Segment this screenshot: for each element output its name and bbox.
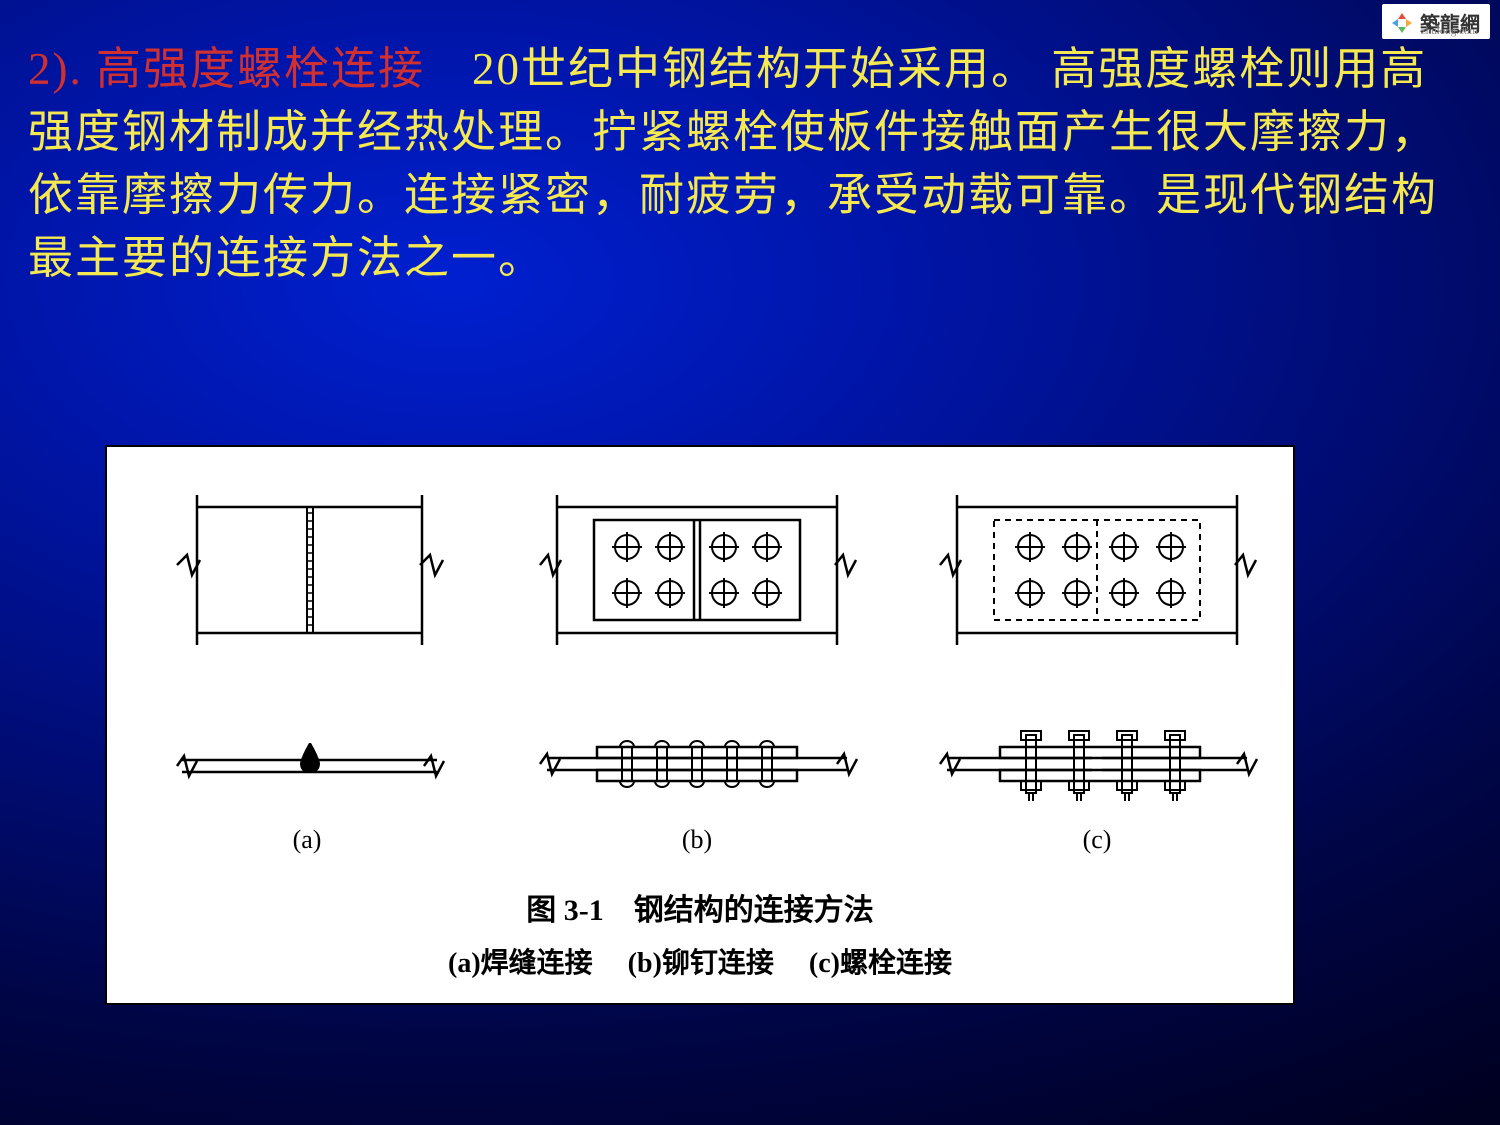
figure-caption: 图 3-1 钢结构的连接方法 (a)焊缝连接 (b)铆钉连接 (c)螺栓连接 bbox=[107, 885, 1293, 981]
watermark-text-en: zhulong.com bbox=[1421, 25, 1478, 37]
subfigure-a-weld: (a) bbox=[142, 475, 472, 855]
subfigure-c-label: (c) bbox=[922, 825, 1272, 855]
caption-c: (c)螺栓连接 bbox=[809, 948, 952, 979]
figure-3-1: (a) bbox=[105, 445, 1295, 1005]
figure-title: 图 3-1 钢结构的连接方法 bbox=[107, 885, 1293, 929]
figure-subcaption: (a)焊缝连接 (b)铆钉连接 (c)螺栓连接 bbox=[107, 941, 1293, 981]
rivet-diagram-icon bbox=[522, 475, 872, 855]
watermark-logo-icon bbox=[1390, 11, 1414, 35]
slide-text-block: 2). 高强度螺栓连接 20世纪中钢结构开始采用。 高强度螺栓则用高强度钢材制成… bbox=[0, 0, 1500, 290]
subfigure-c-bolt: (c) bbox=[922, 475, 1272, 855]
bolt-diagram-icon bbox=[922, 475, 1272, 855]
heading-suffix: 20世纪中钢结构开始采用。 bbox=[425, 44, 1038, 94]
subfigure-b-rivet: (b) bbox=[522, 475, 872, 855]
watermark: 築龍網 zhulong.com bbox=[1382, 4, 1490, 39]
subfigure-a-label: (a) bbox=[142, 825, 472, 855]
caption-b: (b)铆钉连接 bbox=[628, 948, 774, 979]
weld-diagram-icon bbox=[142, 475, 472, 855]
subfigure-b-label: (b) bbox=[522, 825, 872, 855]
caption-a: (a)焊缝连接 bbox=[448, 948, 593, 979]
heading-red: 2). 高强度螺栓连接 bbox=[28, 44, 425, 94]
